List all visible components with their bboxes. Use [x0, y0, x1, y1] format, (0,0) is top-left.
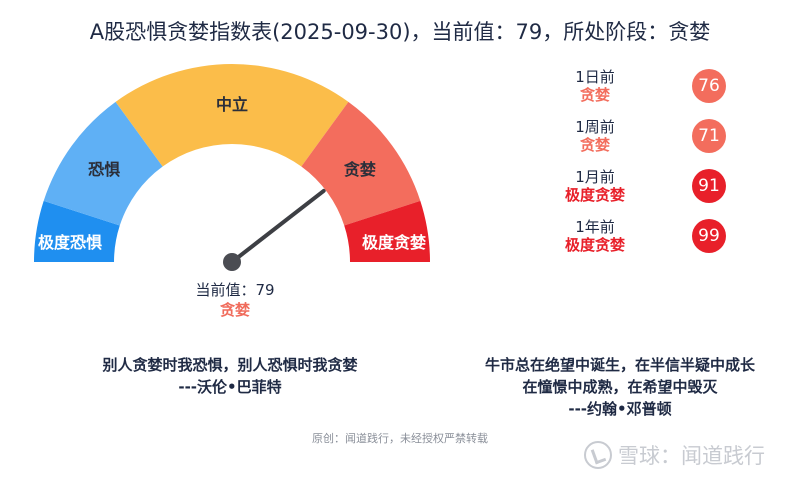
quote-author: ---约翰•邓普顿	[568, 400, 672, 418]
history-text: 1年前 极度贪婪	[540, 218, 650, 254]
gauge-segment-label-4: 极度贪婪	[362, 233, 426, 252]
gauge-segment-2	[115, 64, 349, 167]
templeton-quote: 牛市总在绝望中诞生，在半信半疑中成长 在憧憬中成熟，在希望中毁灭 ---约翰•邓…	[450, 354, 790, 420]
buffett-quote: 别人贪婪时我恐惧，别人恐惧时我贪婪 ---沃伦•巴菲特	[40, 354, 420, 398]
current-stage-label: 贪婪	[219, 301, 250, 319]
current-value-label: 当前值：79	[195, 281, 275, 299]
gauge-segment-1	[43, 101, 163, 226]
history-row-1d: 1日前 贪婪 76	[540, 64, 750, 112]
history-period: 1日前	[575, 68, 615, 86]
quote-author: ---沃伦•巴菲特	[178, 378, 282, 396]
history-row-1y: 1年前 极度贪婪 99	[540, 214, 750, 262]
history-value-badge: 76	[692, 69, 726, 103]
history-value-badge: 71	[692, 119, 726, 153]
history-value-badge: 99	[692, 219, 726, 253]
gauge-segments	[34, 64, 430, 262]
history-text: 1日前 贪婪	[540, 68, 650, 104]
gauge-segment-label-3: 贪婪	[343, 160, 376, 179]
history-period: 1周前	[575, 118, 615, 136]
gauge-segment-label-1: 恐惧	[88, 160, 120, 179]
history-row-1w: 1周前 贪婪 71	[540, 114, 750, 162]
history-row-1m: 1月前 极度贪婪 91	[540, 164, 750, 212]
gauge-segment-0	[34, 200, 120, 262]
watermark: 雪球：闻道践行	[584, 440, 765, 470]
history-text: 1周前 贪婪	[540, 118, 650, 154]
quote-line: 在憧憬中成熟，在希望中毁灭	[522, 378, 718, 396]
quote-line: 别人贪婪时我恐惧，别人恐惧时我贪婪	[102, 356, 358, 374]
history-text: 1月前 极度贪婪	[540, 168, 650, 204]
gauge-needle-hub	[223, 253, 241, 271]
history-stage: 贪婪	[579, 136, 610, 154]
current-value-block: 当前值：79 贪婪	[150, 280, 320, 320]
chart-title: A股恐惧贪婪指数表(2025-09-30)，当前值：79，所处阶段：贪婪	[89, 20, 711, 44]
gauge-segment-label-2: 中立	[216, 95, 248, 114]
quote-line: 牛市总在绝望中诞生，在半信半疑中成长	[484, 356, 755, 374]
history-stage: 贪婪	[579, 86, 610, 104]
history-value-badge: 91	[692, 169, 726, 203]
snowball-logo-icon	[584, 441, 612, 469]
history-stage: 极度贪婪	[564, 236, 625, 254]
gauge-segment-label-0: 极度恐惧	[38, 233, 102, 252]
gauge-segment-4	[344, 200, 430, 262]
copyright-footer: 原创：闻道践行，未经授权严禁转载	[312, 432, 488, 445]
history-period: 1年前	[575, 218, 615, 236]
gauge-needle	[230, 188, 326, 264]
watermark-text: 雪球：闻道践行	[618, 444, 765, 468]
gauge-segment-3	[301, 101, 421, 226]
history-period: 1月前	[575, 168, 615, 186]
history-stage: 极度贪婪	[564, 186, 625, 204]
